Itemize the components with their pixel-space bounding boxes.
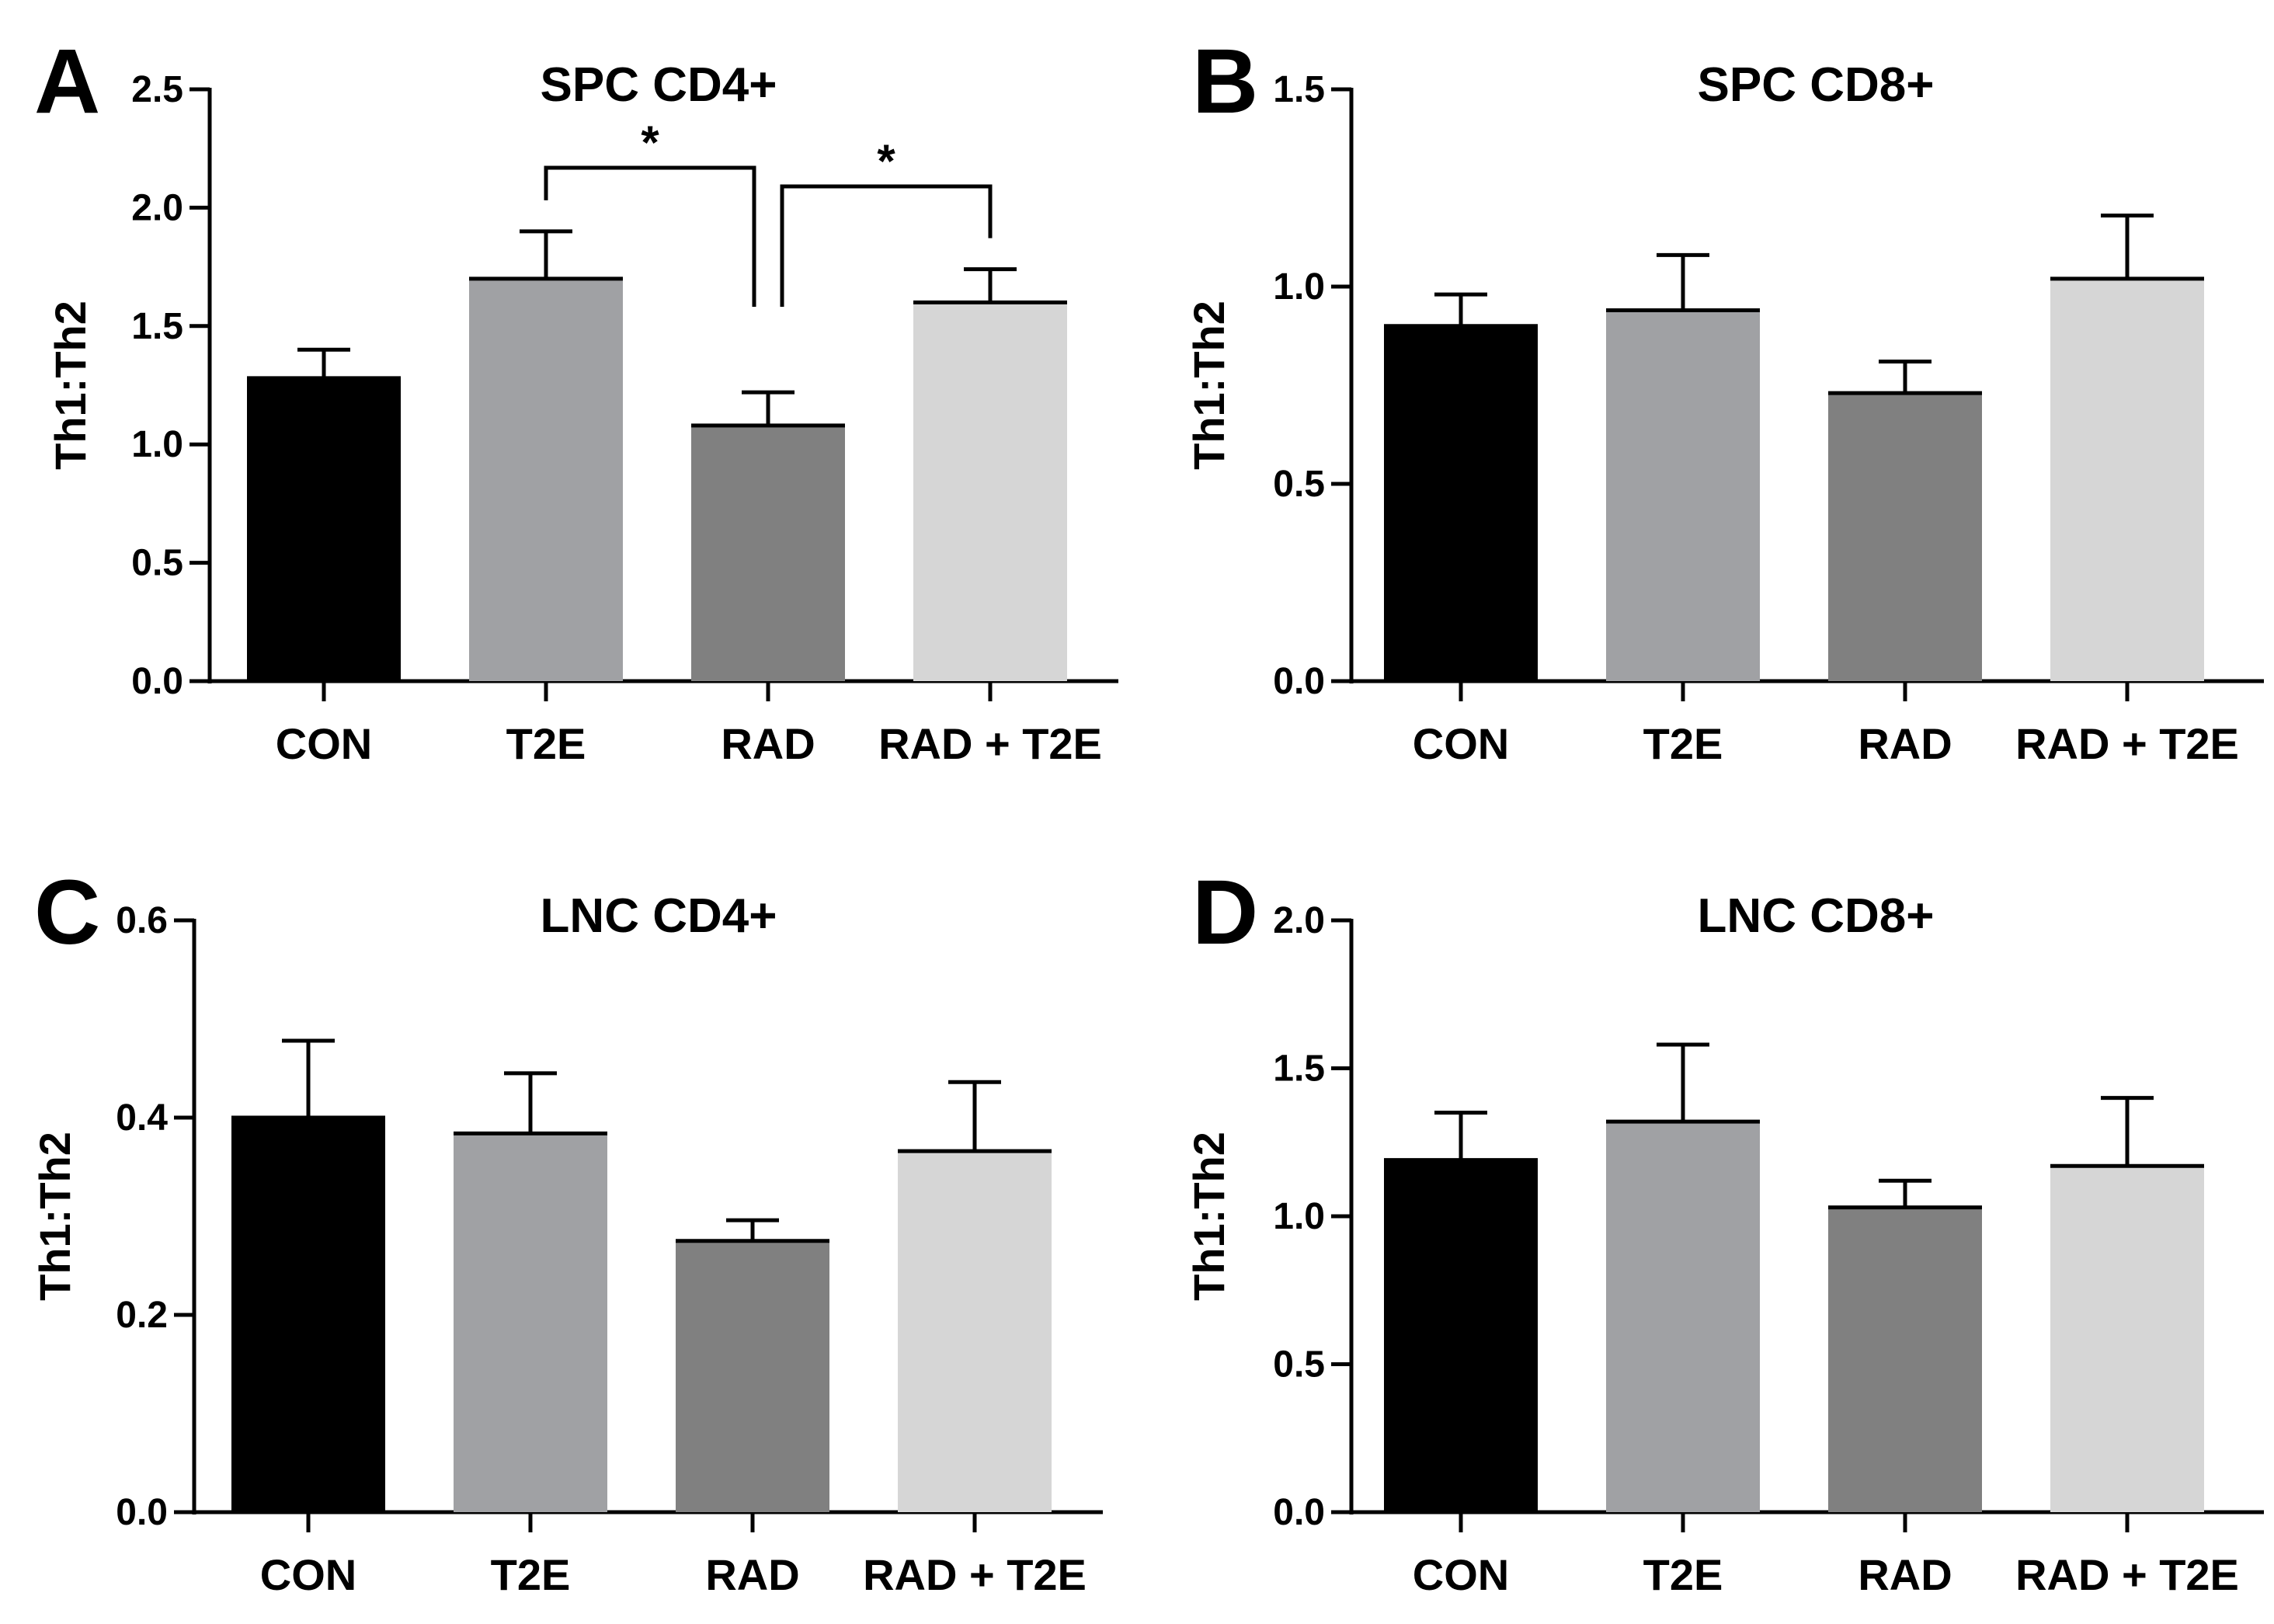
y-tick-label: 2.0: [131, 187, 183, 228]
y-tick-label: 2.5: [131, 69, 183, 110]
bar-t2e: [1606, 310, 1760, 681]
bar-rad-t2e: [2050, 278, 2204, 682]
chart-title: LNC CD8+: [1698, 889, 1935, 943]
x-tick-label: CON: [260, 1550, 356, 1599]
y-tick-label: 0.5: [1273, 464, 1325, 505]
panel-c: C LNC CD4+ Th1:Th2 0.0 0.2 0.4 0.6 CON T2E RAD RAD…: [30, 861, 1103, 1599]
y-tick-label: 0.5: [131, 543, 183, 584]
x-tick-label: T2E: [1643, 719, 1723, 768]
bar-con: [231, 1118, 385, 1512]
x-tick-label: CON: [1413, 1550, 1509, 1599]
y-tick-label: 0.5: [1273, 1344, 1325, 1386]
panel-letter: A: [34, 30, 100, 133]
x-tick-label: RAD: [705, 1550, 799, 1599]
y-tick-label: 1.0: [1273, 1196, 1325, 1237]
y-tick-label: 0.0: [1273, 1492, 1325, 1533]
bar-t2e: [1606, 1121, 1760, 1512]
bar-t2e: [454, 1133, 607, 1512]
panel-d: D LNC CD8+ Th1:Th2 0.0 0.5 1.0 1.5 2.0 CON T2E RAD…: [1184, 861, 2264, 1599]
significance-bracket: [544, 165, 756, 307]
y-axis-label: Th1:Th2: [30, 1132, 79, 1301]
y-tick-label: 0.4: [116, 1097, 168, 1139]
panel-letter: D: [1192, 861, 1258, 964]
x-tick-label: RAD + T2E: [2015, 1550, 2239, 1599]
x-tick-label: CON: [276, 719, 372, 768]
x-tick-label: RAD + T2E: [863, 1550, 1087, 1599]
panel-a: A SPC CD4+ Th1:Th2 0.0 0.5 1.0 1.5 2.0 2.5 CON T2E…: [34, 30, 1118, 768]
x-tick-label: T2E: [1643, 1550, 1723, 1599]
y-tick-label: 0.2: [116, 1295, 168, 1336]
y-tick-label: 0.6: [116, 900, 168, 941]
y-tick-label: 2.0: [1273, 900, 1325, 941]
bar-con: [247, 377, 401, 681]
bar-rad: [676, 1240, 829, 1512]
chart-title: LNC CD4+: [541, 889, 777, 943]
panel-letter: C: [34, 861, 100, 964]
x-tick-label: RAD: [1858, 719, 1952, 768]
bar-con: [1384, 1160, 1538, 1512]
significance-bracket: [780, 184, 993, 307]
panel-letter: B: [1192, 30, 1258, 133]
y-tick-label: 1.5: [1273, 69, 1325, 110]
x-tick-label: T2E: [491, 1550, 571, 1599]
y-tick-label: 0.0: [131, 661, 183, 702]
x-tick-label: RAD: [721, 719, 815, 768]
y-tick-label: 1.0: [131, 424, 183, 465]
chart-title: SPC CD4+: [541, 58, 777, 112]
y-axis-label: Th1:Th2: [46, 301, 95, 470]
bar-t2e: [469, 278, 623, 682]
y-axis-label: Th1:Th2: [1184, 1132, 1233, 1301]
y-tick-label: 0.0: [1273, 661, 1325, 702]
y-tick-label: 1.5: [1273, 1048, 1325, 1090]
bar-rad: [1828, 1207, 1982, 1512]
y-tick-label: 1.5: [131, 306, 183, 347]
y-tick-label: 0.0: [116, 1492, 168, 1533]
bar-rad-t2e: [898, 1151, 1052, 1512]
panel-b: B SPC CD8+ Th1:Th2 0.0 0.5 1.0 1.5 CON T2E RAD RAD…: [1184, 30, 2264, 768]
x-tick-label: RAD + T2E: [878, 719, 1102, 768]
x-tick-label: RAD: [1858, 1550, 1952, 1599]
bar-rad-t2e: [2050, 1166, 2204, 1512]
x-tick-label: CON: [1413, 719, 1509, 768]
bar-con: [1384, 325, 1538, 681]
x-tick-label: T2E: [506, 719, 586, 768]
chart-title: SPC CD8+: [1698, 58, 1935, 112]
significance-label: *: [641, 116, 659, 169]
bar-rad: [691, 425, 845, 681]
bar-rad: [1828, 393, 1982, 681]
x-tick-label: RAD + T2E: [2015, 719, 2239, 768]
y-axis-label: Th1:Th2: [1184, 301, 1233, 470]
bar-rad-t2e: [913, 302, 1067, 681]
significance-label: *: [877, 135, 895, 187]
y-tick-label: 1.0: [1273, 266, 1325, 308]
